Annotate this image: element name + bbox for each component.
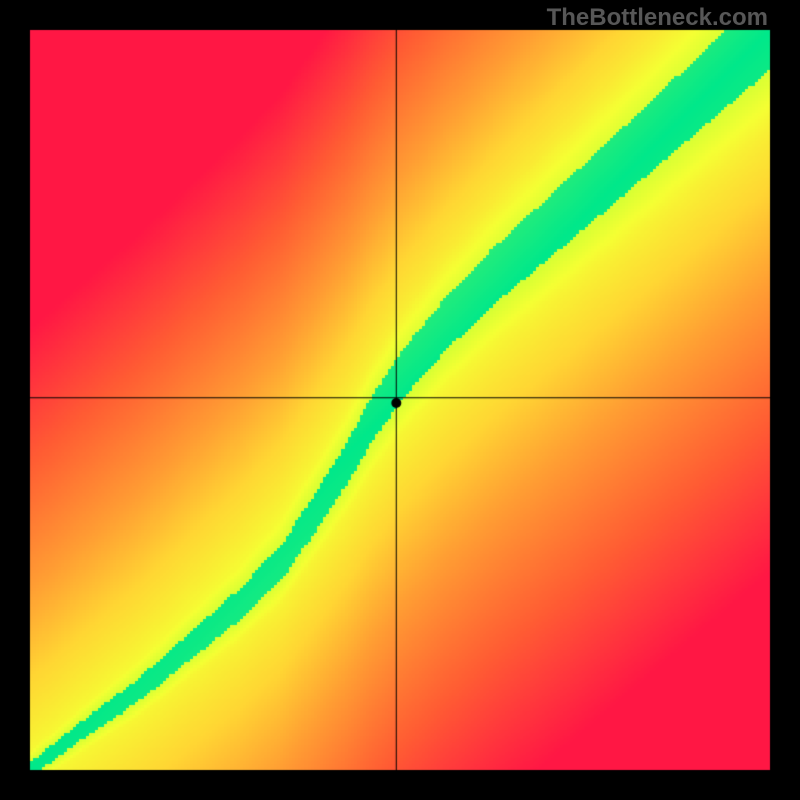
bottleneck-heatmap bbox=[0, 0, 800, 800]
